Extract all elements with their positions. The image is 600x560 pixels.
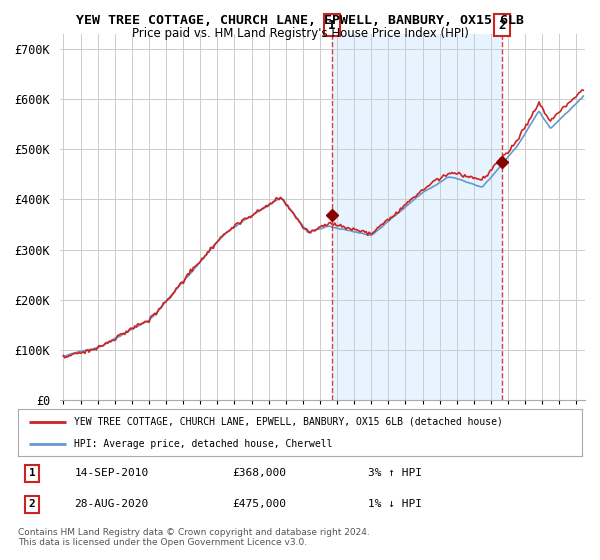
Text: £475,000: £475,000 xyxy=(232,500,286,509)
Text: £368,000: £368,000 xyxy=(232,468,286,478)
Text: Price paid vs. HM Land Registry's House Price Index (HPI): Price paid vs. HM Land Registry's House … xyxy=(131,27,469,40)
Text: 28-AUG-2020: 28-AUG-2020 xyxy=(74,500,149,509)
Text: HPI: Average price, detached house, Cherwell: HPI: Average price, detached house, Cher… xyxy=(74,438,333,449)
Text: YEW TREE COTTAGE, CHURCH LANE, EPWELL, BANBURY, OX15 6LB (detached house): YEW TREE COTTAGE, CHURCH LANE, EPWELL, B… xyxy=(74,417,503,427)
Text: Contains HM Land Registry data © Crown copyright and database right 2024.
This d: Contains HM Land Registry data © Crown c… xyxy=(18,528,370,547)
Text: YEW TREE COTTAGE, CHURCH LANE, EPWELL, BANBURY, OX15 6LB: YEW TREE COTTAGE, CHURCH LANE, EPWELL, B… xyxy=(76,14,524,27)
Text: 14-SEP-2010: 14-SEP-2010 xyxy=(74,468,149,478)
Text: 3% ↑ HPI: 3% ↑ HPI xyxy=(368,468,422,478)
Bar xyxy=(332,34,502,400)
Text: 2: 2 xyxy=(499,19,506,32)
Text: 1: 1 xyxy=(29,468,35,478)
Text: 1: 1 xyxy=(328,19,336,32)
Text: 2: 2 xyxy=(29,500,35,509)
Text: 1% ↓ HPI: 1% ↓ HPI xyxy=(368,500,422,509)
